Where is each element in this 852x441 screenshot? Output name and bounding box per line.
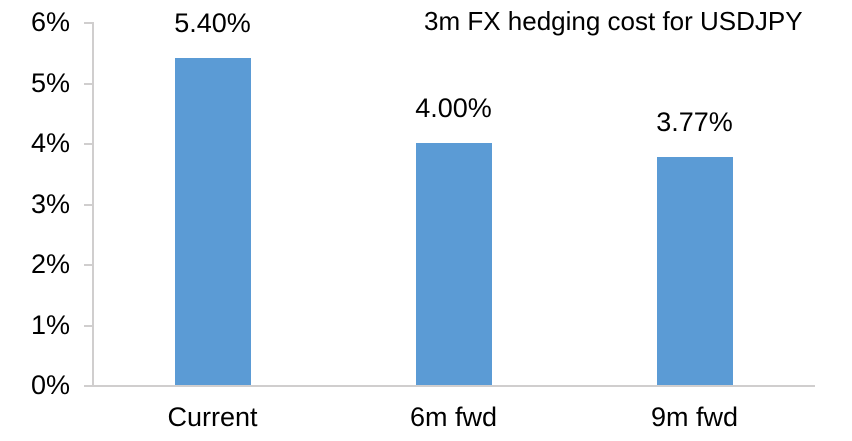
y-axis-label: 5% <box>30 67 70 98</box>
y-axis-tick <box>84 385 92 387</box>
y-axis-tick <box>84 203 92 206</box>
chart-title: 3m FX hedging cost for USDJPY <box>424 6 803 36</box>
bar-9m-fwd <box>656 156 733 385</box>
data-label: 3.77% <box>656 106 733 137</box>
data-label: 4.00% <box>415 93 492 123</box>
y-axis-tick <box>84 22 92 24</box>
x-axis-label: Current <box>167 402 258 432</box>
y-axis-tick <box>84 324 92 327</box>
y-axis-label: 3% <box>30 188 70 219</box>
x-axis-label: 9m fwd <box>650 402 739 432</box>
bar-current <box>174 58 251 385</box>
x-axis-label: 6m fwd <box>409 402 498 432</box>
bar-6m-fwd <box>415 143 492 385</box>
y-axis-label: 6% <box>30 7 70 37</box>
y-axis-tick <box>84 143 92 145</box>
y-axis-label: 2% <box>30 249 70 279</box>
y-axis-tick <box>84 264 92 266</box>
data-label: 5.40% <box>174 8 251 39</box>
y-axis-label: 1% <box>30 309 70 340</box>
y-axis-label: 0% <box>30 370 70 400</box>
y-axis-label: 4% <box>30 128 70 158</box>
y-axis-tick <box>84 82 92 85</box>
y-axis-line <box>92 22 94 387</box>
x-axis-line <box>92 385 815 387</box>
